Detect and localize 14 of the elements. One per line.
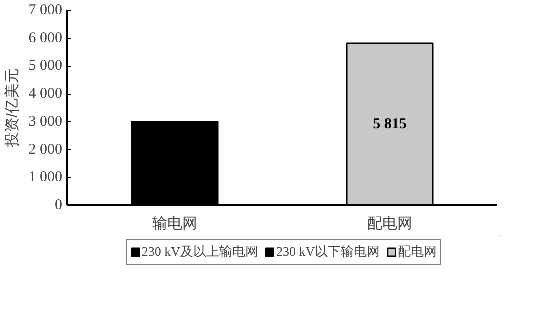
data-label: 5 815 [373, 116, 407, 133]
y-tick-label: 2 000 [28, 142, 62, 158]
x-tick-label: 输电网 [152, 216, 198, 232]
y-tick-label: 5 000 [28, 58, 62, 74]
legend-label: 配电网 [398, 243, 438, 261]
legend-label: 230 kV及以上输电网 [142, 243, 258, 261]
y-tick-label: 7 000 [28, 2, 62, 18]
y-tick-label: 6 000 [28, 30, 62, 46]
y-tick-label: 4 000 [28, 86, 62, 102]
y-tick-label: 3 000 [28, 114, 62, 130]
y-tick-label: 0 [55, 198, 62, 214]
y-axis-title: 投资/亿美元 [4, 68, 21, 149]
legend-label: 230 kV以下输电网 [276, 243, 380, 261]
y-tick-label: 1 000 [28, 170, 62, 186]
